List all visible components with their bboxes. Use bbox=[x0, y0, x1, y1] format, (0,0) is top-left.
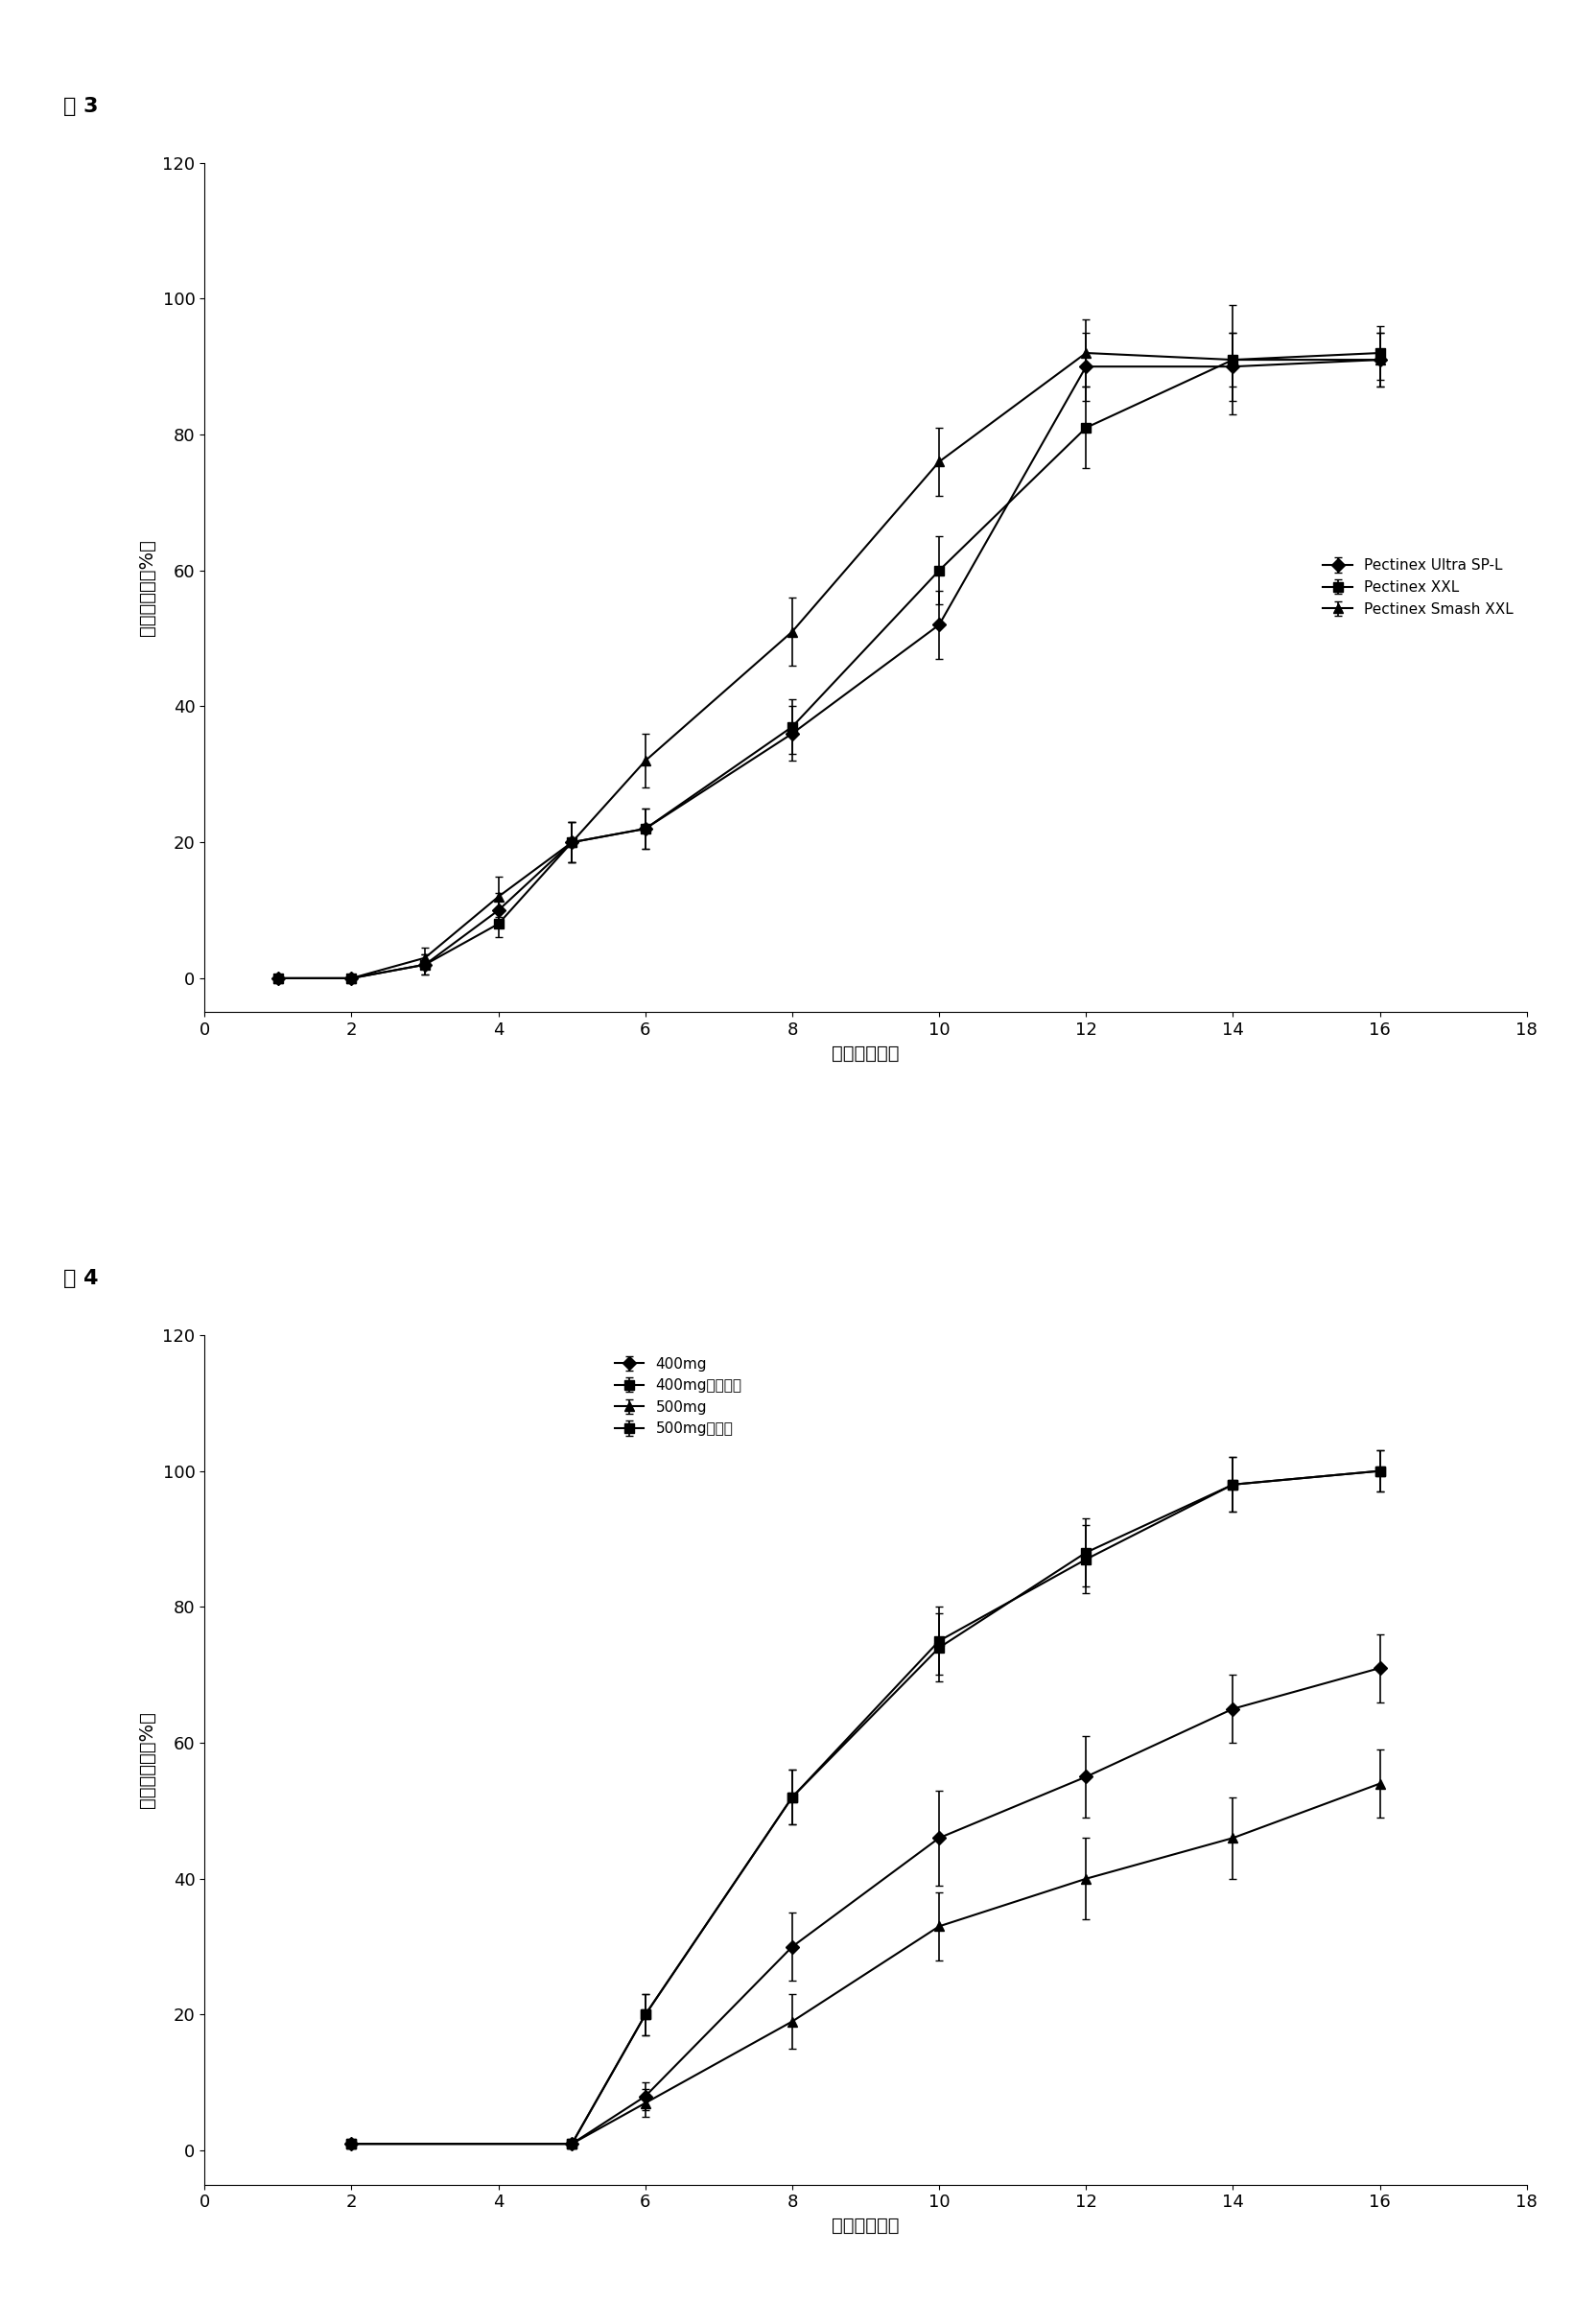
Legend: 400mg, 400mg（加酶）, 500mg, 500mg（酵）: 400mg, 400mg（加酶）, 500mg, 500mg（酵） bbox=[609, 1350, 748, 1443]
X-axis label: 时间（小时）: 时间（小时） bbox=[833, 1043, 899, 1062]
Text: 图 3: 图 3 bbox=[63, 98, 98, 116]
Text: 图 4: 图 4 bbox=[63, 1269, 98, 1287]
Legend: Pectinex Ultra SP-L, Pectinex XXL, Pectinex Smash XXL: Pectinex Ultra SP-L, Pectinex XXL, Pecti… bbox=[1317, 553, 1519, 623]
Y-axis label: 释放百分率（%）: 释放百分率（%） bbox=[137, 1710, 156, 1808]
X-axis label: 时间（小时）: 时间（小时） bbox=[833, 2217, 899, 2236]
Y-axis label: 释放百分率（%）: 释放百分率（%） bbox=[137, 539, 156, 637]
